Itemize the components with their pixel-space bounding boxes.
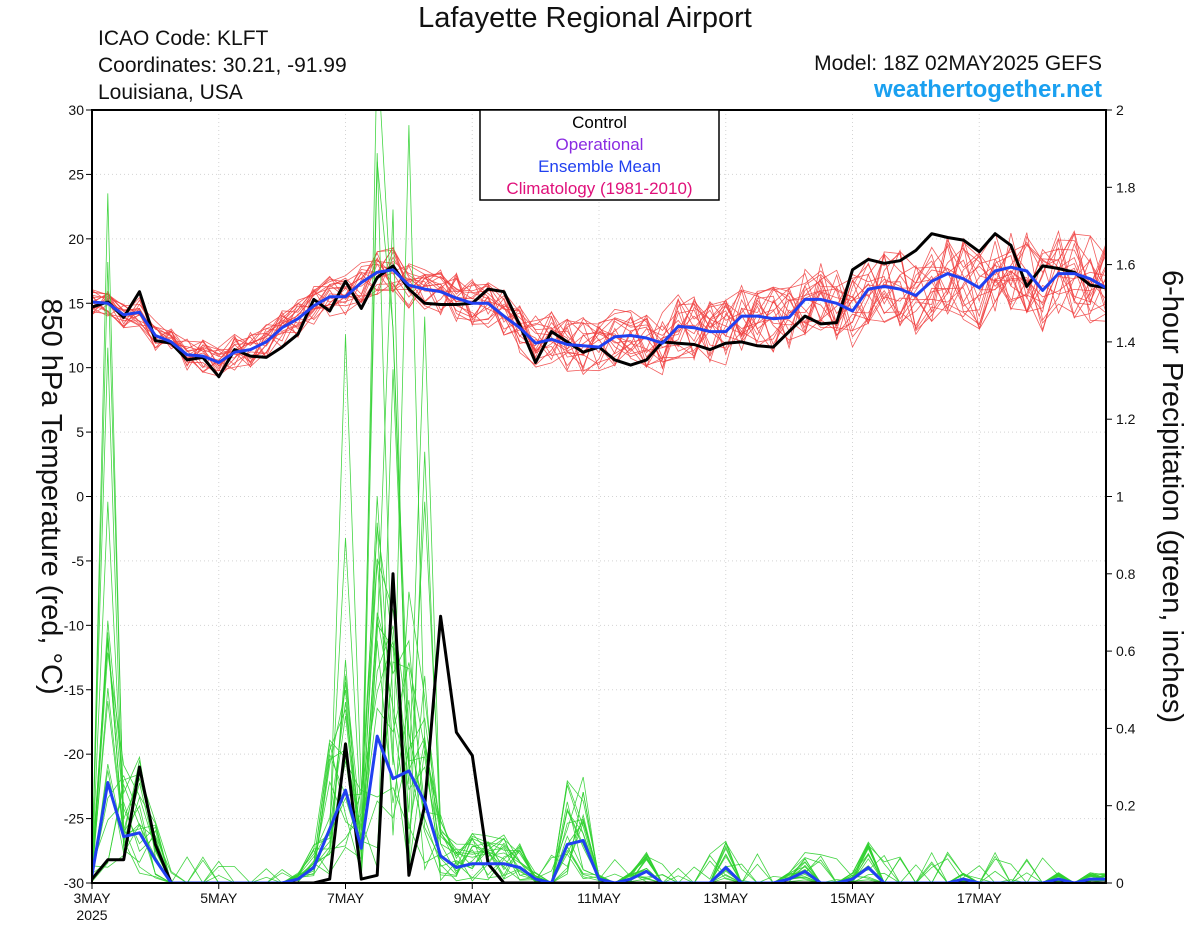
left-tick-label: -25	[64, 811, 84, 827]
x-tick-label: 17MAY	[957, 890, 1003, 906]
left-tick-label: 10	[68, 360, 84, 376]
right-tick-label: 0.6	[1116, 643, 1136, 659]
legend: Control Operational Ensemble Mean Climatolo…	[479, 109, 720, 201]
right-tick-label: 1	[1116, 489, 1124, 505]
chart-title: Lafayette Regional Airport	[418, 2, 752, 34]
legend-item: Climatology (1981-2010)	[506, 179, 692, 198]
legend-box	[479, 109, 720, 201]
temperature-member-line	[92, 233, 1106, 370]
left-tick-label: 25	[68, 166, 84, 182]
control-precipitation-line	[92, 572, 1106, 883]
right-tick-label: 1.8	[1116, 179, 1136, 195]
legend-item: Operational	[556, 135, 644, 154]
temperature-member-line	[92, 231, 1106, 377]
temperature-member-line	[92, 232, 1106, 372]
site-link[interactable]: weathertogether.net	[873, 76, 1102, 103]
temperature-member-line	[92, 250, 1106, 366]
temperature-member-line	[92, 230, 1106, 377]
x-tick-label: 11MAY	[577, 890, 621, 906]
x-tick-label: 13MAY	[703, 890, 749, 906]
right-tick-label: 1.4	[1116, 334, 1136, 350]
ensemble-mean-precipitation-line	[92, 734, 1106, 883]
right-tick-label: 0	[1116, 875, 1124, 891]
right-tick-label: 1.6	[1116, 257, 1136, 273]
model-run: Model: 18Z 02MAY2025 GEFS	[814, 52, 1102, 75]
x-tick-label: 15MAY	[830, 890, 876, 906]
precipitation-member-line	[92, 526, 1106, 883]
location: Louisiana, USA	[98, 81, 243, 104]
left-tick-label: 15	[68, 295, 84, 311]
left-tick-label: -20	[64, 746, 84, 762]
left-tick-label: -15	[64, 682, 84, 698]
right-tick-label: 0.8	[1116, 566, 1136, 582]
left-tick-label: -30	[64, 875, 84, 891]
precipitation-member-line	[92, 616, 1106, 883]
series-lines	[92, 232, 1106, 883]
x-tick-label: 9MAY	[454, 890, 492, 906]
temperature-member-line	[92, 242, 1106, 372]
right-tick-label: 2	[1116, 102, 1124, 118]
icao-code: ICAO Code: KLFT	[98, 27, 269, 50]
x-tick-label: 7MAY	[327, 890, 365, 906]
ensemble-mean-temperature-line	[92, 265, 1106, 364]
legend-item: Ensemble Mean	[538, 157, 661, 176]
axes: 302520151050-5-10-15-20-25-3021.81.61.41…	[35, 102, 1188, 923]
x-tick-label: 3MAY	[73, 890, 111, 906]
temperature-member-line	[92, 232, 1106, 371]
right-tick-label: 0.2	[1116, 798, 1136, 814]
precipitation-member-line	[92, 620, 1106, 883]
left-tick-label: 0	[76, 489, 84, 505]
x-year-label: 2025	[76, 907, 107, 923]
left-tick-label: 30	[68, 102, 84, 118]
legend-item: Control	[572, 113, 627, 132]
right-tick-label: 1.2	[1116, 411, 1136, 427]
left-tick-label: 20	[68, 231, 84, 247]
x-tick-label: 5MAY	[200, 890, 238, 906]
temperature-member-line	[92, 247, 1106, 370]
precipitation-member-line	[92, 652, 1106, 883]
left-tick-label: -5	[72, 553, 85, 569]
left-axis-title: 850 hPa Temperature (red, °C)	[35, 298, 67, 694]
coordinates: Coordinates: 30.21, -91.99	[98, 54, 347, 77]
grid-lines	[91, 109, 1106, 884]
left-tick-label: 5	[76, 424, 84, 440]
precipitation-member-line	[92, 334, 1106, 883]
left-tick-label: -10	[64, 617, 84, 633]
right-tick-label: 0.4	[1116, 720, 1136, 736]
precipitation-member-line	[92, 632, 1106, 883]
right-axis-title: 6-hour Precipitation (green, inches)	[1156, 270, 1188, 723]
